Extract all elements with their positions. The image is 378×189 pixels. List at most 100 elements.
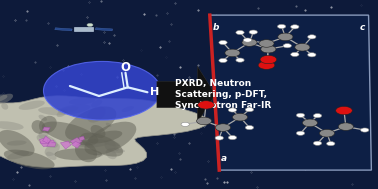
Polygon shape: [210, 15, 371, 170]
Polygon shape: [71, 141, 81, 148]
Circle shape: [236, 58, 244, 62]
Circle shape: [242, 39, 257, 46]
Ellipse shape: [57, 109, 68, 117]
Ellipse shape: [60, 106, 79, 113]
Circle shape: [260, 55, 277, 64]
Circle shape: [181, 122, 189, 126]
Circle shape: [245, 125, 254, 130]
Polygon shape: [46, 142, 56, 147]
Ellipse shape: [37, 134, 58, 148]
Ellipse shape: [104, 140, 121, 147]
Circle shape: [87, 23, 93, 26]
Ellipse shape: [58, 104, 90, 114]
Ellipse shape: [114, 146, 119, 151]
Circle shape: [296, 113, 305, 117]
Circle shape: [336, 106, 352, 115]
Circle shape: [258, 61, 275, 69]
Circle shape: [197, 117, 212, 125]
Bar: [55, 28, 72, 31]
Text: c: c: [360, 23, 366, 32]
Ellipse shape: [107, 148, 125, 153]
Polygon shape: [39, 137, 48, 144]
Circle shape: [296, 131, 305, 135]
Ellipse shape: [91, 100, 102, 107]
Ellipse shape: [1, 103, 8, 110]
Circle shape: [259, 40, 274, 47]
Circle shape: [313, 114, 322, 118]
Circle shape: [219, 58, 227, 63]
Circle shape: [219, 40, 227, 45]
Ellipse shape: [42, 122, 98, 145]
Ellipse shape: [87, 106, 106, 123]
Ellipse shape: [84, 122, 136, 155]
Ellipse shape: [106, 123, 112, 127]
Circle shape: [232, 113, 248, 121]
Ellipse shape: [0, 121, 24, 130]
Ellipse shape: [75, 141, 97, 162]
Text: PXRD, Neutron
Scattering, p-DFT,
Synchrotron Far-IR: PXRD, Neutron Scattering, p-DFT, Synchro…: [175, 79, 271, 110]
Ellipse shape: [7, 151, 29, 159]
Polygon shape: [79, 136, 85, 141]
Ellipse shape: [39, 115, 47, 121]
Circle shape: [228, 136, 237, 140]
Polygon shape: [70, 138, 82, 146]
Circle shape: [228, 108, 237, 112]
Ellipse shape: [0, 130, 35, 156]
Circle shape: [308, 53, 316, 57]
Circle shape: [249, 30, 257, 34]
Ellipse shape: [122, 106, 134, 112]
Ellipse shape: [76, 139, 109, 147]
Polygon shape: [60, 141, 71, 149]
Circle shape: [302, 119, 318, 127]
Bar: [74, 27, 93, 31]
Circle shape: [291, 52, 299, 57]
Circle shape: [295, 43, 310, 51]
Polygon shape: [43, 136, 51, 143]
Ellipse shape: [69, 98, 95, 105]
Circle shape: [291, 25, 299, 29]
Circle shape: [198, 101, 214, 109]
Circle shape: [215, 124, 231, 131]
Ellipse shape: [80, 132, 123, 157]
Ellipse shape: [104, 139, 116, 151]
Ellipse shape: [54, 148, 102, 160]
Ellipse shape: [93, 153, 103, 156]
Text: a: a: [221, 153, 227, 163]
Text: H: H: [150, 87, 159, 97]
Ellipse shape: [65, 106, 116, 140]
Ellipse shape: [31, 120, 45, 134]
Polygon shape: [43, 127, 50, 131]
Circle shape: [338, 123, 353, 130]
Circle shape: [243, 38, 252, 42]
Ellipse shape: [88, 131, 122, 143]
Text: O: O: [121, 61, 130, 74]
Ellipse shape: [75, 139, 95, 146]
Ellipse shape: [0, 94, 13, 104]
Circle shape: [277, 24, 286, 29]
Circle shape: [43, 61, 161, 120]
Circle shape: [225, 49, 240, 57]
Circle shape: [308, 35, 316, 39]
Circle shape: [361, 128, 369, 132]
Ellipse shape: [39, 129, 50, 138]
Ellipse shape: [38, 107, 68, 115]
Ellipse shape: [46, 152, 57, 160]
FancyArrow shape: [157, 66, 215, 123]
Circle shape: [236, 30, 244, 35]
Circle shape: [278, 33, 293, 41]
Polygon shape: [0, 96, 209, 167]
Ellipse shape: [4, 150, 55, 169]
Text: b: b: [213, 23, 219, 32]
Circle shape: [283, 44, 291, 48]
Ellipse shape: [45, 143, 60, 156]
Ellipse shape: [19, 101, 45, 110]
Ellipse shape: [105, 149, 117, 159]
Bar: [95, 28, 113, 31]
Circle shape: [327, 142, 335, 146]
Circle shape: [261, 45, 276, 53]
Circle shape: [245, 108, 254, 112]
Ellipse shape: [7, 140, 26, 146]
Ellipse shape: [0, 94, 8, 103]
Circle shape: [319, 129, 335, 137]
Circle shape: [215, 136, 223, 140]
